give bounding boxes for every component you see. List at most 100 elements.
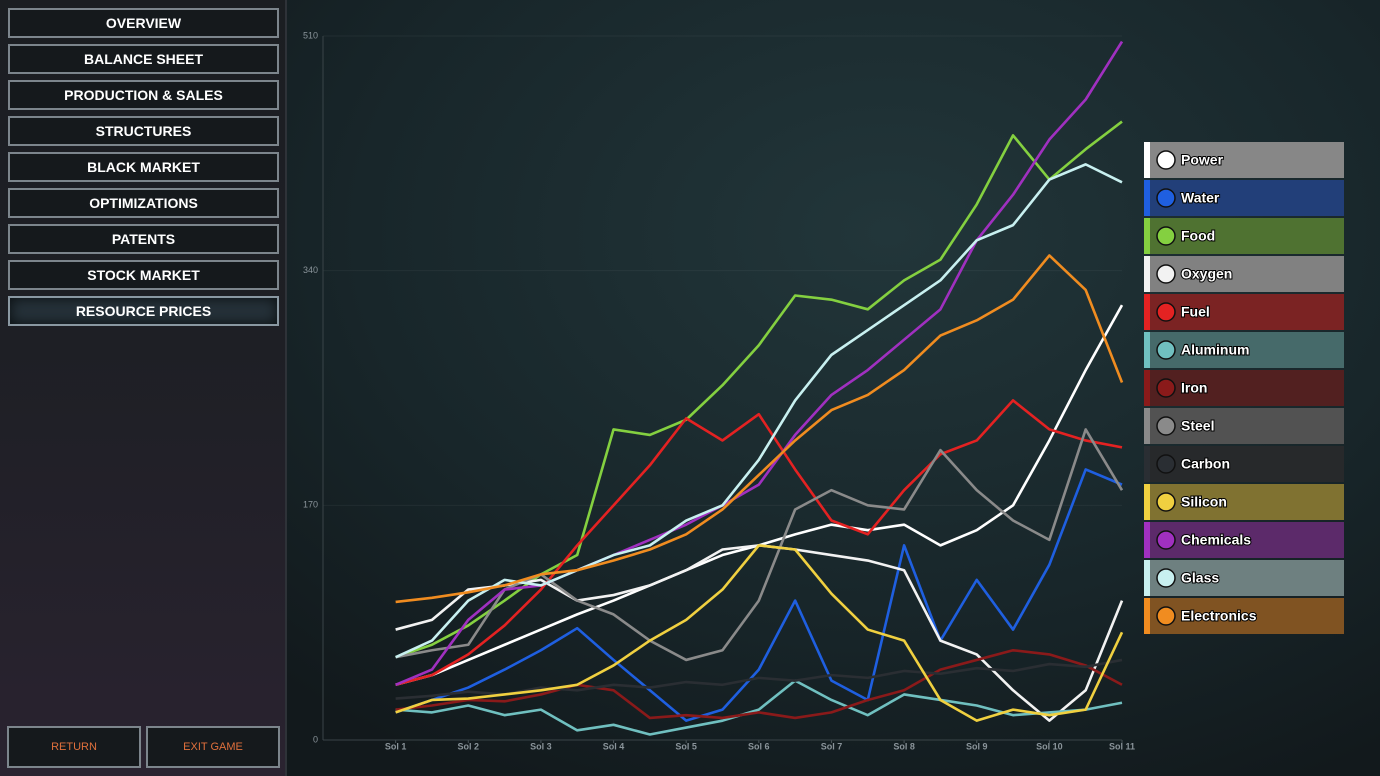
legend-background bbox=[1144, 180, 1344, 216]
legend-item: Water bbox=[1144, 180, 1344, 216]
legend-background bbox=[1144, 218, 1344, 254]
legend-icon bbox=[1156, 416, 1176, 436]
y-tick-label: 0 bbox=[313, 734, 318, 744]
legend-item: Fuel bbox=[1144, 294, 1344, 330]
legend-label: Food bbox=[1181, 228, 1215, 244]
x-tick-label: Sol 3 bbox=[530, 741, 552, 751]
legend-item: Silicon bbox=[1144, 484, 1344, 520]
legend-item: Food bbox=[1144, 218, 1344, 254]
legend-label: Fuel bbox=[1181, 304, 1210, 320]
legend-swatch bbox=[1144, 598, 1150, 634]
legend-label: Glass bbox=[1181, 570, 1219, 586]
x-tick-label: Sol 4 bbox=[603, 741, 625, 751]
legend-item: Aluminum bbox=[1144, 332, 1344, 368]
menu-button[interactable]: BLACK MARKET bbox=[8, 152, 279, 182]
x-tick-label: Sol 8 bbox=[893, 741, 915, 751]
y-tick-label: 170 bbox=[303, 500, 318, 510]
legend-icon bbox=[1156, 530, 1176, 550]
legend-icon bbox=[1156, 378, 1176, 398]
sidebar: OVERVIEW BALANCE SHEET PRODUCTION & SALES S… bbox=[0, 0, 287, 776]
legend-item: Oxygen bbox=[1144, 256, 1344, 292]
legend-item: Carbon bbox=[1144, 446, 1344, 482]
legend-label: Oxygen bbox=[1181, 266, 1232, 282]
legend-background bbox=[1144, 484, 1344, 520]
legend-icon bbox=[1156, 568, 1176, 588]
legend-swatch bbox=[1144, 446, 1150, 482]
legend-label: Carbon bbox=[1181, 456, 1230, 472]
footer-button[interactable]: RETURN bbox=[7, 726, 141, 768]
legend-background bbox=[1144, 446, 1344, 482]
menu-button[interactable]: OVERVIEW bbox=[8, 8, 279, 38]
legend-item: Steel bbox=[1144, 408, 1344, 444]
legend-background bbox=[1144, 142, 1344, 178]
legend-label: Iron bbox=[1181, 380, 1207, 396]
legend-icon bbox=[1156, 492, 1176, 512]
chart: 0 170 340 510 Sol 1 Sol 2 Sol 3 Sol 4 Sol 5 Sol 6… bbox=[287, 0, 1380, 776]
series-line bbox=[395, 648, 1123, 720]
legend-label: Silicon bbox=[1181, 494, 1227, 510]
series-line bbox=[395, 428, 1124, 662]
legend-swatch bbox=[1144, 218, 1150, 254]
legend-swatch bbox=[1144, 560, 1150, 596]
legend-background bbox=[1144, 598, 1344, 634]
menu-button[interactable]: PATENTS bbox=[8, 224, 279, 254]
legend-swatch bbox=[1144, 332, 1150, 368]
legend-item: Glass bbox=[1144, 560, 1344, 596]
legend-swatch bbox=[1144, 142, 1150, 178]
legend-item: Chemicals bbox=[1144, 522, 1344, 558]
menu-button[interactable]: STOCK MARKET bbox=[8, 260, 279, 290]
x-tick-label: Sol 1 bbox=[385, 741, 407, 751]
legend-label: Steel bbox=[1181, 418, 1214, 434]
legend-swatch bbox=[1144, 370, 1150, 406]
series-line bbox=[395, 399, 1123, 687]
legend-swatch bbox=[1144, 484, 1150, 520]
menu-button[interactable]: RESOURCE PRICES bbox=[8, 296, 279, 326]
legend-swatch bbox=[1144, 256, 1150, 292]
legend-background bbox=[1144, 294, 1344, 330]
series-line bbox=[395, 468, 1123, 722]
legend-label: Electronics bbox=[1181, 608, 1257, 624]
legend-icon bbox=[1156, 150, 1176, 170]
x-tick-label: Sol 9 bbox=[966, 741, 988, 751]
legend-label: Aluminum bbox=[1181, 342, 1249, 358]
series-line bbox=[395, 254, 1124, 604]
y-tick-label: 340 bbox=[303, 265, 318, 275]
legend-label: Power bbox=[1181, 152, 1224, 168]
legend-background bbox=[1144, 408, 1344, 444]
x-tick-label: Sol 2 bbox=[458, 741, 480, 751]
legend-icon bbox=[1156, 454, 1176, 474]
series-line bbox=[395, 544, 1124, 722]
footer-button[interactable]: EXIT GAME bbox=[146, 726, 280, 768]
menu-button[interactable]: BALANCE SHEET bbox=[8, 44, 279, 74]
legend-background bbox=[1144, 256, 1344, 292]
legend-icon bbox=[1156, 606, 1176, 626]
legend-icon bbox=[1156, 340, 1176, 360]
legend-background bbox=[1144, 522, 1344, 558]
y-tick-label: 510 bbox=[303, 30, 318, 40]
legend-item: Iron bbox=[1144, 370, 1344, 406]
menu-button[interactable]: OPTIMIZATIONS bbox=[8, 188, 279, 218]
series-line bbox=[395, 120, 1123, 659]
legend-swatch bbox=[1144, 408, 1150, 444]
series-line bbox=[395, 679, 1123, 736]
legend-icon bbox=[1156, 302, 1176, 322]
x-tick-label: Sol 5 bbox=[675, 741, 697, 751]
legend-background bbox=[1144, 332, 1344, 368]
series-line bbox=[395, 40, 1124, 686]
x-tick-label: Sol 6 bbox=[748, 741, 770, 751]
legend-swatch bbox=[1144, 180, 1150, 216]
legend-label: Water bbox=[1181, 190, 1220, 206]
x-tick-label: Sol 11 bbox=[1109, 741, 1135, 751]
legend-background bbox=[1144, 370, 1344, 406]
x-tick-label: Sol 10 bbox=[1036, 741, 1063, 751]
legend-icon bbox=[1156, 188, 1176, 208]
legend-swatch bbox=[1144, 294, 1150, 330]
legend-background bbox=[1144, 560, 1344, 596]
legend-swatch bbox=[1144, 522, 1150, 558]
legend-icon bbox=[1156, 264, 1176, 284]
menu-button[interactable]: PRODUCTION & SALES bbox=[8, 80, 279, 110]
menu-button[interactable]: STRUCTURES bbox=[8, 116, 279, 146]
legend-icon bbox=[1156, 226, 1176, 246]
legend-item: Power bbox=[1144, 142, 1344, 178]
